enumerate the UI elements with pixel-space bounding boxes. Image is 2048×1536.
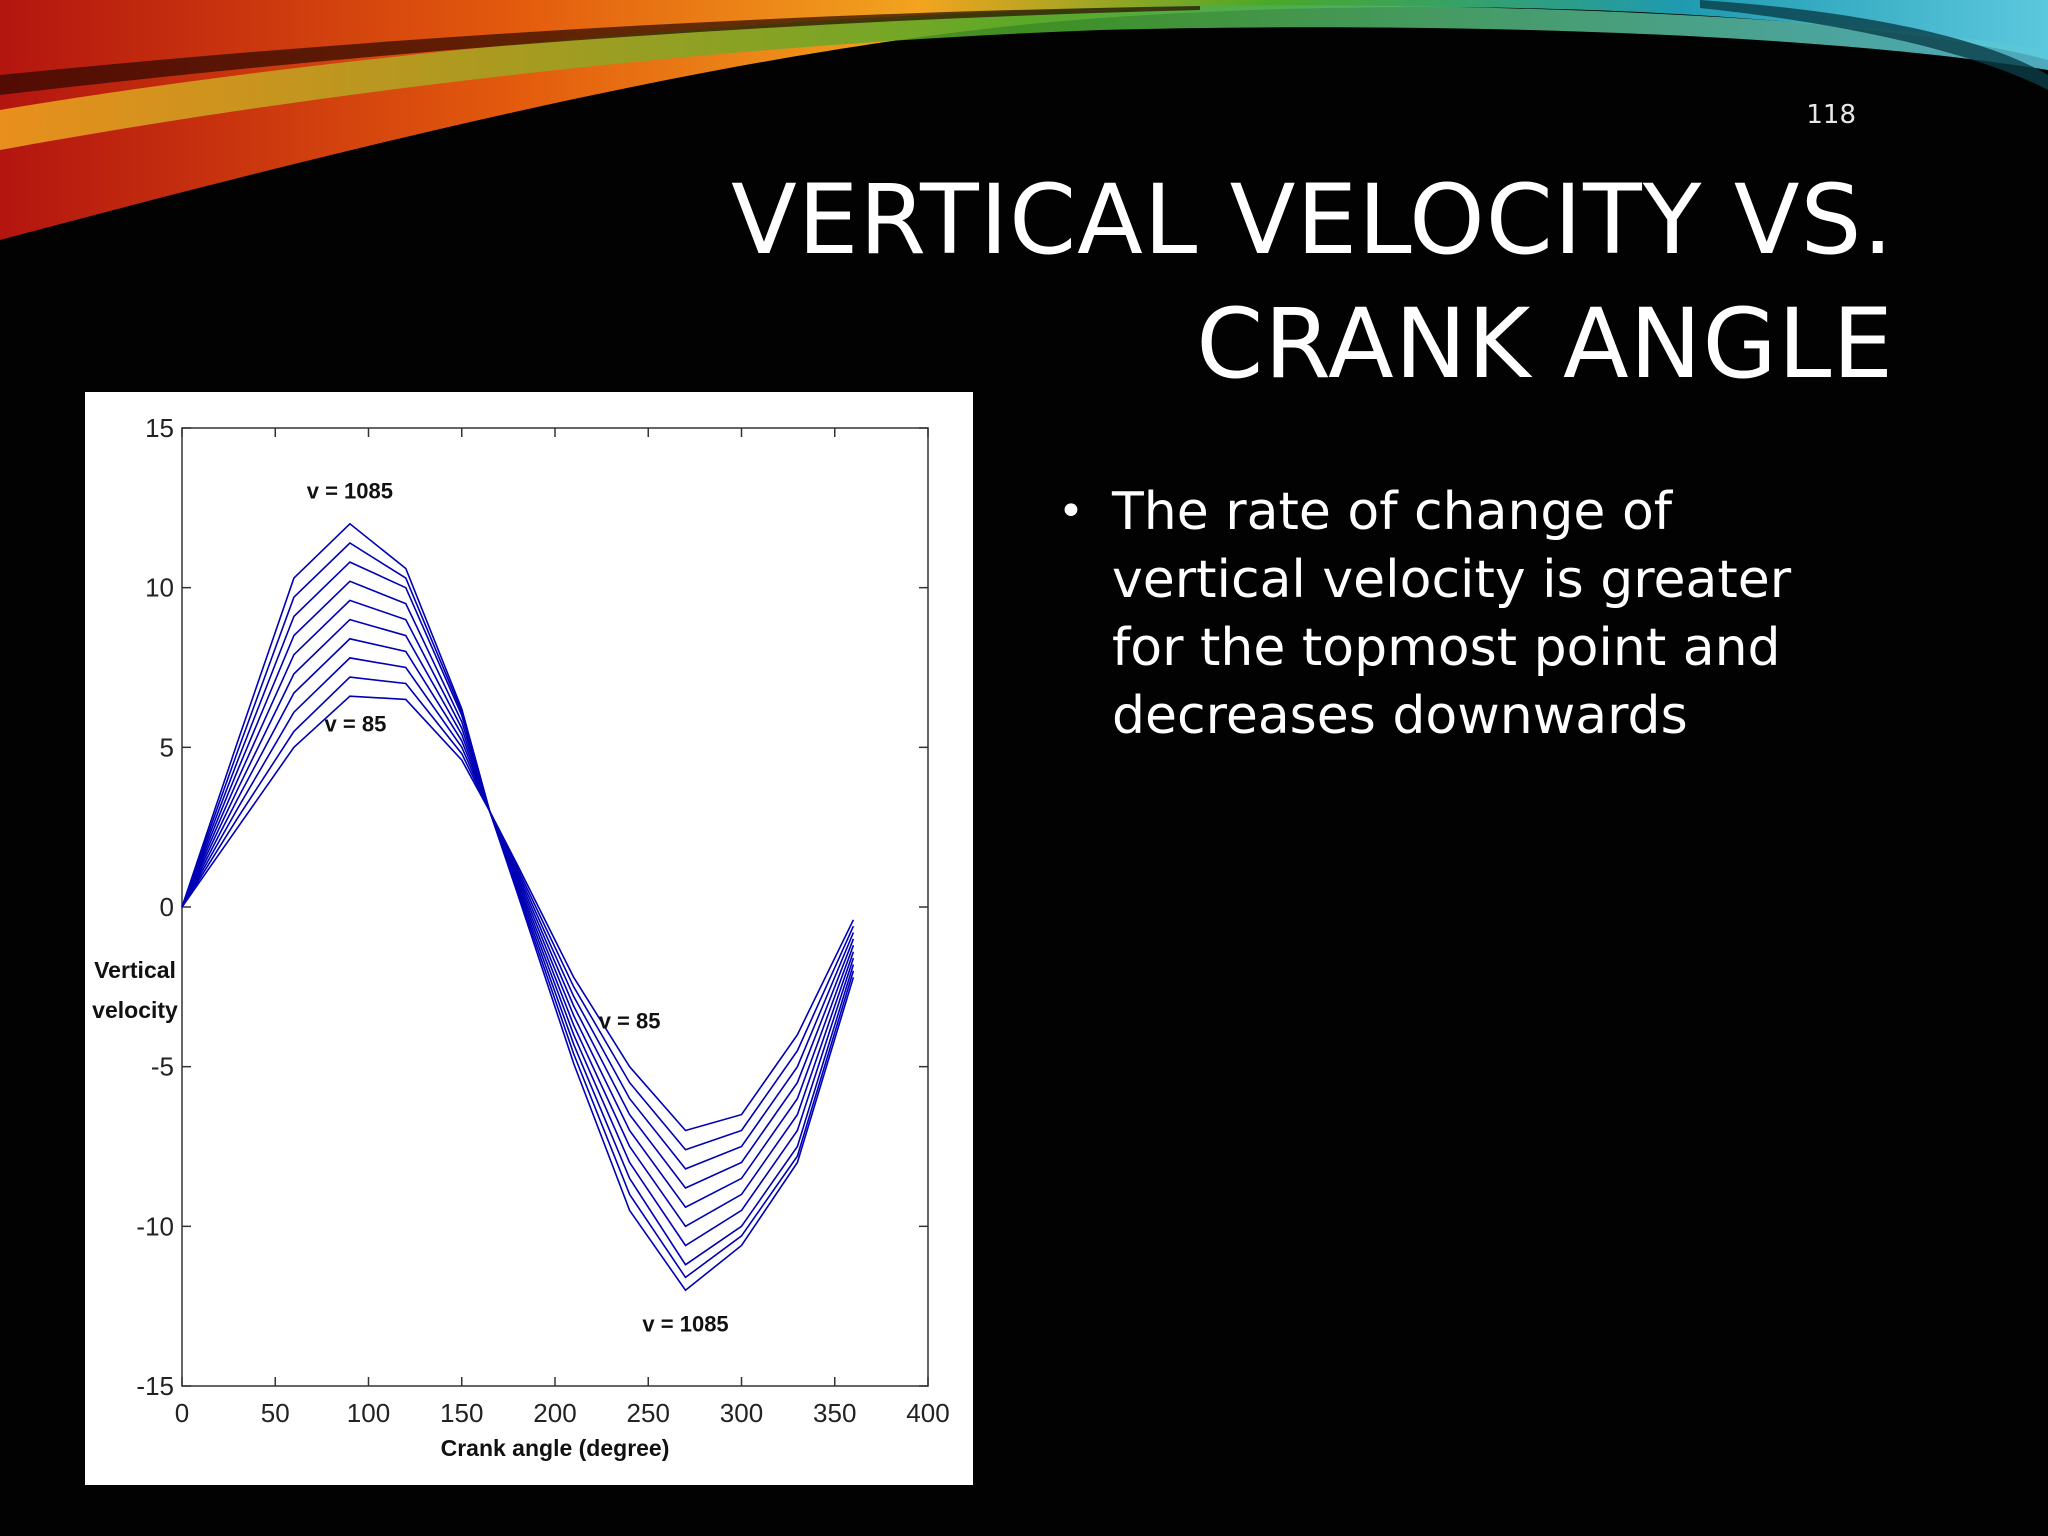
bullet-text: The rate of change of vertical velocity … bbox=[1112, 482, 1792, 746]
x-tick-label: 200 bbox=[533, 1398, 576, 1428]
x-tick-label: 350 bbox=[813, 1398, 856, 1428]
chart-panel: 0 50 100 150 200 250 300 350 400 15 10 5 0 -5 -10 -15 v … bbox=[85, 392, 973, 1485]
slide-title: VERTICAL VELOCITY VS. CRANK ANGLE bbox=[594, 158, 1894, 406]
y-tick-label: -10 bbox=[136, 1211, 174, 1241]
x-tick-label: 50 bbox=[261, 1398, 290, 1428]
y-tick-label: 5 bbox=[160, 732, 174, 762]
x-tick-label: 100 bbox=[347, 1398, 390, 1428]
velocity-chart: 0 50 100 150 200 250 300 350 400151050-5-10-15v … bbox=[92, 413, 950, 1461]
bullet-list: • The rate of change of vertical velocit… bbox=[1058, 478, 1878, 750]
velocity-series-line-10 bbox=[181, 522, 855, 1292]
y-tick-label: -5 bbox=[151, 1052, 174, 1082]
bullet-dot-icon: • bbox=[1058, 486, 1084, 537]
x-tick-label: 0 bbox=[175, 1398, 189, 1428]
curve-annotation: v = 85 bbox=[599, 1008, 661, 1033]
curve-annotation: v = 1085 bbox=[642, 1312, 728, 1337]
y-axis-label: Vertical bbox=[94, 957, 176, 983]
curve-annotation: v = 1085 bbox=[307, 478, 393, 503]
slide-title-line-1: VERTICAL VELOCITY VS. bbox=[731, 164, 1894, 276]
y-tick-label: -15 bbox=[136, 1371, 174, 1401]
y-tick-label: 10 bbox=[145, 573, 174, 603]
bullet-item: • The rate of change of vertical velocit… bbox=[1058, 478, 1878, 750]
curve-annotation: v = 85 bbox=[325, 711, 387, 736]
slide-title-line-2: CRANK ANGLE bbox=[1196, 288, 1894, 400]
plot-frame bbox=[181, 427, 929, 1387]
x-tick-label: 400 bbox=[906, 1398, 949, 1428]
y-tick-label: 15 bbox=[145, 413, 174, 443]
x-axis-label: Crank angle (degree) bbox=[441, 1435, 670, 1461]
slide-number: 118 bbox=[1806, 100, 1856, 130]
y-tick-label: 0 bbox=[160, 892, 174, 922]
x-tick-label: 250 bbox=[627, 1398, 670, 1428]
decorative-swoosh-banner bbox=[0, 0, 2048, 240]
x-tick-label: 300 bbox=[720, 1398, 763, 1428]
y-axis-label: velocity bbox=[92, 997, 178, 1023]
x-tick-label: 150 bbox=[440, 1398, 483, 1428]
